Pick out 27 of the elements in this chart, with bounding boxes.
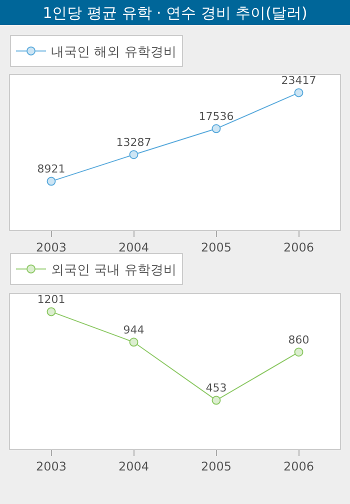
data-label: 944 [123, 323, 144, 336]
x-tick-label: 2005 [200, 240, 232, 254]
data-label: 13287 [116, 136, 152, 149]
data-label: 453 [206, 382, 227, 395]
point [212, 396, 221, 405]
data-label: 860 [288, 333, 310, 346]
data-label: 1201 [37, 292, 66, 306]
chart-title: 1인당 평균 유학 · 연수 경비 추이(달러) [42, 4, 308, 22]
point [212, 124, 221, 134]
x-tick-label: 2004 [118, 459, 150, 474]
legend-label: 외국인 국내 유학경비 [51, 263, 176, 278]
data-label: 17536 [198, 110, 234, 123]
x-tick-label: 2003 [36, 240, 67, 254]
point [129, 338, 138, 347]
data-label: 23417 [281, 74, 316, 87]
legend-label: 내국인 해외 유학경비 [51, 45, 176, 60]
point [46, 307, 56, 316]
x-tick-label: 2003 [36, 459, 67, 474]
data-label: 8921 [37, 162, 66, 176]
x-tick-label: 2006 [283, 459, 314, 474]
point [129, 150, 138, 160]
point [294, 88, 304, 98]
point [294, 348, 304, 357]
x-tick-label: 2004 [118, 240, 150, 254]
point [46, 176, 56, 186]
x-tick-label: 2006 [283, 240, 314, 254]
x-tick-label: 2005 [200, 459, 232, 474]
